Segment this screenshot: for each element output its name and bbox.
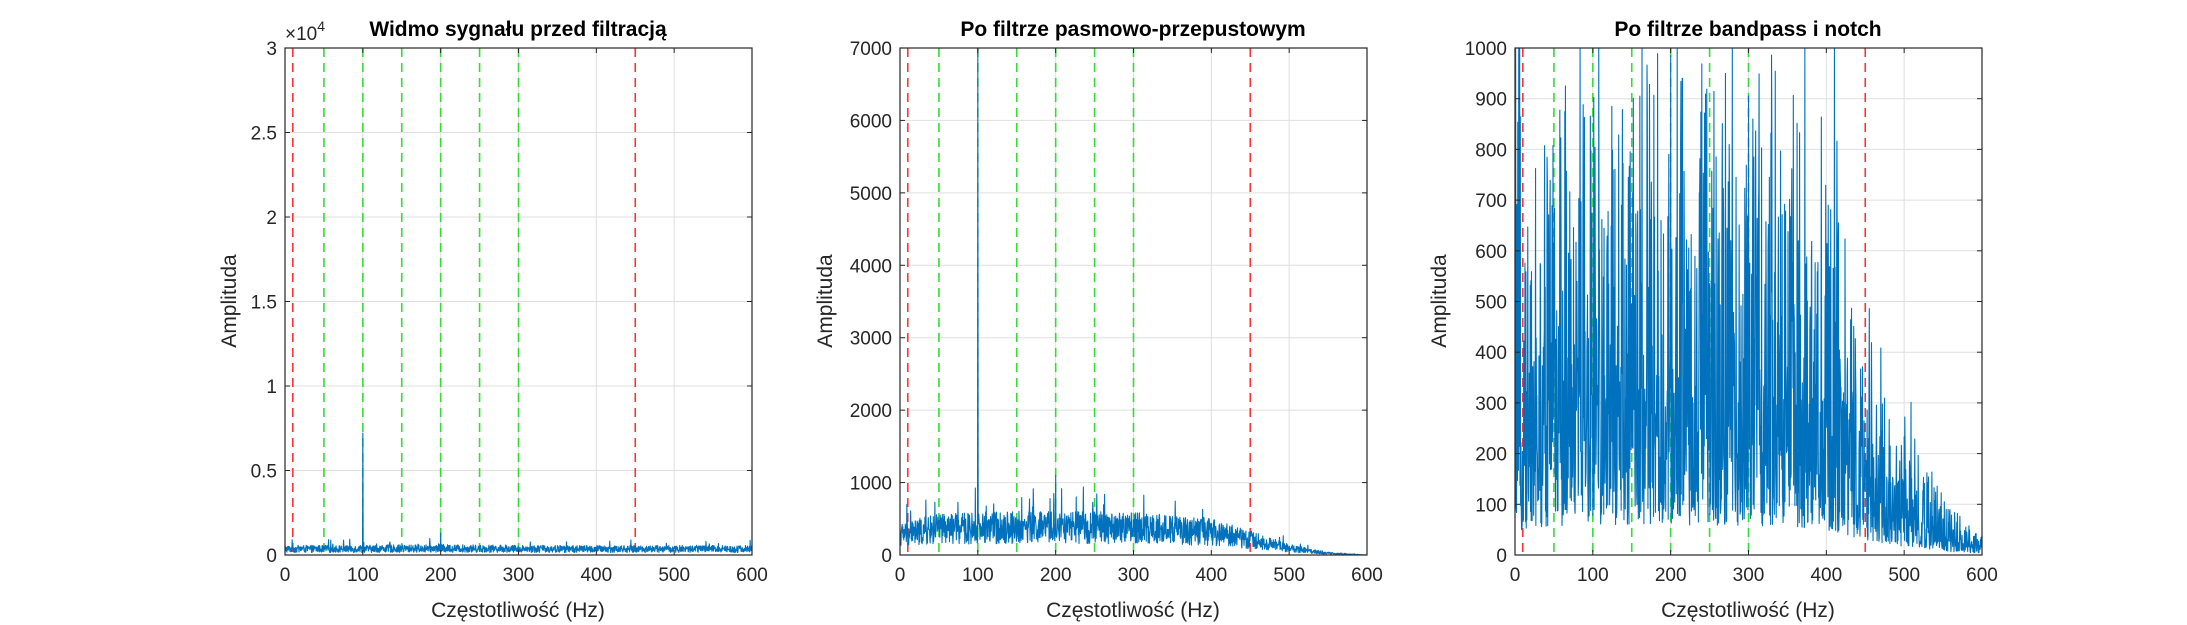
y-tick-label: 0 (881, 546, 892, 567)
x-tick-label: 0 (1510, 565, 1521, 586)
x-axis-label: Częstotliwość (Hz) (1661, 599, 1835, 622)
y-tick-label: 4000 (850, 256, 892, 277)
x-tick-label: 400 (1810, 565, 1842, 586)
x-tick-label: 0 (280, 565, 291, 586)
y-tick-label: 3000 (850, 329, 892, 350)
y-tick-label: 800 (1475, 140, 1507, 161)
y-tick-label: 400 (1475, 343, 1507, 364)
y-tick-label: 200 (1475, 445, 1507, 466)
y-tick-label: 0 (266, 546, 277, 567)
x-tick-label: 200 (425, 565, 457, 586)
y-tick-label: 900 (1475, 90, 1507, 111)
y-tick-label: 3 (266, 39, 277, 60)
y-axis-label: Amplituda (1428, 254, 1451, 348)
subplot-2: 0 100 200 300 400 500 600010002000300040005000… (814, 18, 1383, 622)
y-tick-label: 2 (266, 208, 277, 229)
y-tick-label: 2000 (850, 401, 892, 422)
y-tick-label: 100 (1475, 495, 1507, 516)
subplot-1: 0 100 200 300 400 500 600 0 0.5 1 1.5 2 2.5 3 Widmo s… (218, 18, 768, 622)
y-tick-label: 0.5 (251, 462, 277, 483)
y-tick-label: 7000 (850, 39, 892, 60)
y-axis-label: Amplituda (218, 254, 241, 348)
y-axis-label: Amplituda (814, 254, 837, 348)
chart-title: Po filtrze pasmowo-przepustowym (960, 18, 1305, 41)
y-tick-label: 500 (1475, 293, 1507, 314)
y-tick-label: 1.5 (251, 293, 277, 314)
y-tick-label: 1000 (850, 474, 892, 495)
subplot-3: 0 100 200 300 400 500 600 0 100 200 300 400 500 600 70… (1428, 18, 1998, 622)
chart-title: Widmo sygnału przed filtracją (369, 18, 667, 41)
y-tick-label: 600 (1475, 242, 1507, 263)
x-tick-label: 400 (580, 565, 612, 586)
x-tick-label: 500 (1888, 565, 1920, 586)
x-tick-label: 300 (1118, 565, 1150, 586)
x-axis-label: Częstotliwość (Hz) (1046, 599, 1220, 622)
x-tick-label: 600 (1966, 565, 1998, 586)
y-tick-label: 1 (266, 377, 277, 398)
y-tick-label: 0 (1496, 546, 1507, 567)
y-tick-label: 5000 (850, 184, 892, 205)
y-tick-label: 300 (1475, 394, 1507, 415)
y-tick-label: 1000 (1465, 39, 1507, 60)
x-tick-label: 600 (1351, 565, 1383, 586)
x-axis-label: Częstotliwość (Hz) (431, 599, 605, 622)
x-tick-label: 300 (1733, 565, 1765, 586)
x-tick-label: 0 (895, 565, 906, 586)
x-tick-label: 600 (736, 565, 768, 586)
y-exponent-label: ×104 (285, 18, 325, 45)
x-tick-label: 100 (347, 565, 379, 586)
chart-title: Po filtrze bandpass i notch (1614, 18, 1881, 41)
x-tick-label: 400 (1195, 565, 1227, 586)
x-tick-label: 500 (1273, 565, 1305, 586)
spectrum-series-line (1514, 47, 1983, 554)
x-tick-label: 300 (503, 565, 535, 586)
x-tick-label: 100 (1577, 565, 1609, 586)
x-tick-label: 100 (962, 565, 994, 586)
x-tick-label: 200 (1040, 565, 1072, 586)
y-tick-label: 700 (1475, 191, 1507, 212)
y-tick-label: 2.5 (251, 124, 277, 145)
x-tick-label: 200 (1655, 565, 1687, 586)
y-tick-label: 6000 (850, 111, 892, 132)
x-tick-label: 500 (658, 565, 690, 586)
